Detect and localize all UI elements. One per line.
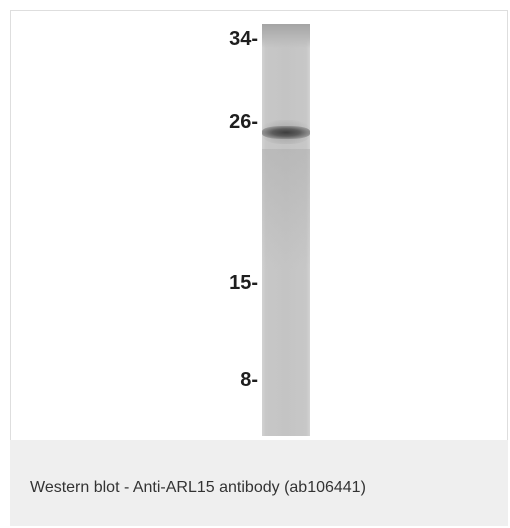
figure-frame: [10, 10, 508, 440]
marker-34: 34-: [229, 28, 258, 50]
western-blot-lane: [262, 24, 310, 436]
lane-shading: [262, 149, 310, 269]
lane-top-smear: [262, 24, 310, 48]
marker-26: 26-: [229, 111, 258, 133]
caption-area: Western blot - Anti-ARL15 antibody (ab10…: [10, 440, 508, 526]
figure-caption: Western blot - Anti-ARL15 antibody (ab10…: [30, 479, 366, 496]
marker-8: 8-: [240, 369, 258, 391]
marker-15: 15-: [229, 272, 258, 294]
protein-band: [262, 126, 310, 139]
